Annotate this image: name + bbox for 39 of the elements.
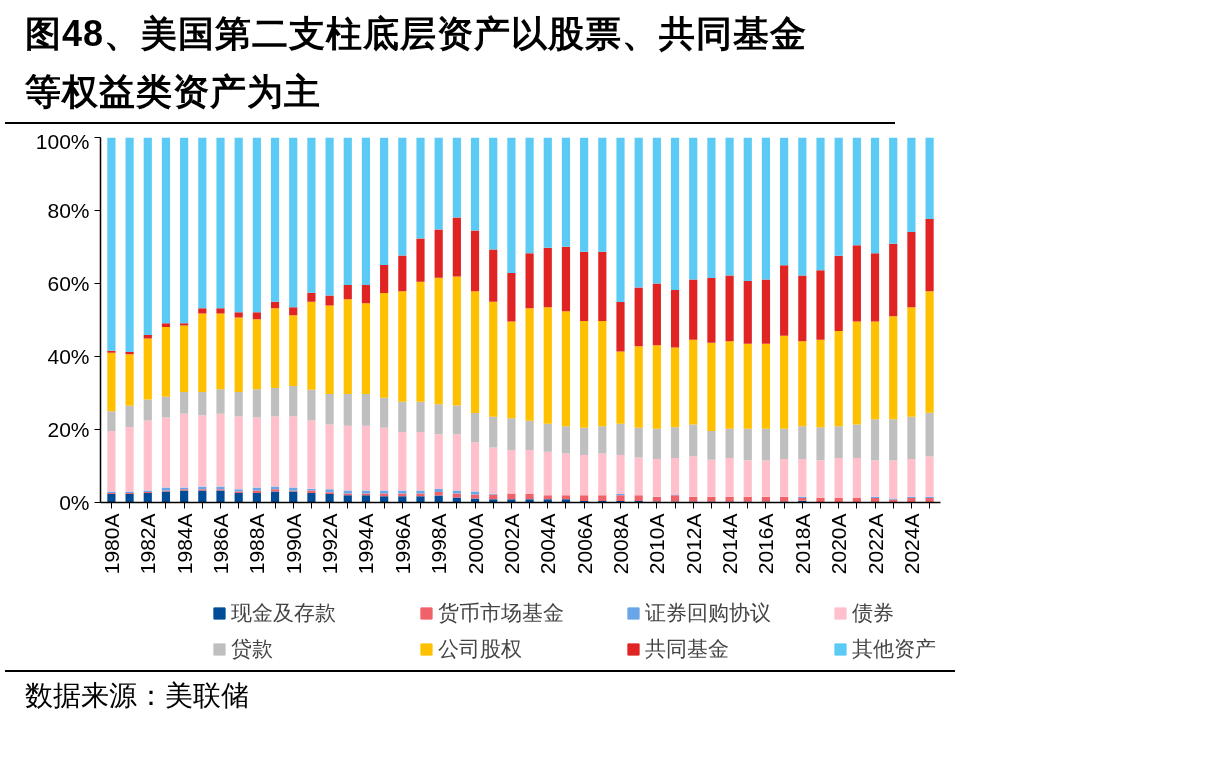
chart-title: 图48、美国第二支柱底层资产以股票、共同基金等权益类资产为主: [25, 12, 809, 114]
x-tick-label: 2010A: [645, 513, 669, 575]
x-tick-label: 2020A: [827, 513, 851, 575]
legend-label: 货币市场基金: [438, 600, 565, 627]
legend-label: 共同基金: [645, 636, 730, 663]
y-tick-label: 20%: [47, 418, 90, 442]
x-tick-label: 2002A: [499, 513, 523, 575]
x-tick-label: 2006A: [572, 513, 596, 575]
x-tick-label: 2012A: [681, 513, 705, 575]
y-tick-label: 100%: [35, 129, 90, 153]
y-tick-label: 40%: [47, 345, 90, 369]
x-tick-label: 1986A: [209, 513, 232, 575]
legend-label: 其他资产: [852, 636, 937, 663]
source-note: 数据来源：美联储: [25, 679, 249, 714]
x-tick-label: 2018A: [790, 513, 814, 575]
x-tick-label: 2008A: [609, 513, 632, 575]
legend-label: 贷款: [231, 636, 274, 663]
x-tick-label: 1998A: [427, 513, 451, 575]
y-tick-label: 60%: [47, 272, 90, 296]
x-tick-label: 2022A: [863, 513, 887, 575]
y-tick-label: 80%: [47, 199, 90, 223]
x-tick-label: 1988A: [245, 513, 269, 575]
x-tick-label: 2016A: [754, 513, 778, 575]
x-tick-label: 2014A: [718, 513, 742, 575]
x-tick-label: 1984A: [172, 513, 196, 575]
legend-label: 公司股权: [438, 636, 523, 663]
x-tick-label: 2000A: [463, 513, 487, 575]
x-tick-label: 2024A: [899, 513, 923, 575]
x-tick-label: 1996A: [390, 513, 414, 575]
legend-label: 债券: [852, 600, 895, 627]
x-tick-label: 1994A: [354, 513, 378, 575]
legend-label: 证券回购协议: [645, 600, 772, 627]
legend-label: 现金及存款: [231, 600, 337, 627]
x-tick-label: 1990A: [281, 513, 305, 575]
x-tick-label: 1980A: [99, 513, 123, 575]
x-tick-label: 1982A: [136, 513, 160, 575]
x-tick-label: 1992A: [318, 513, 342, 575]
x-tick-label: 2004A: [536, 513, 560, 575]
y-tick-label: 0%: [59, 491, 90, 515]
